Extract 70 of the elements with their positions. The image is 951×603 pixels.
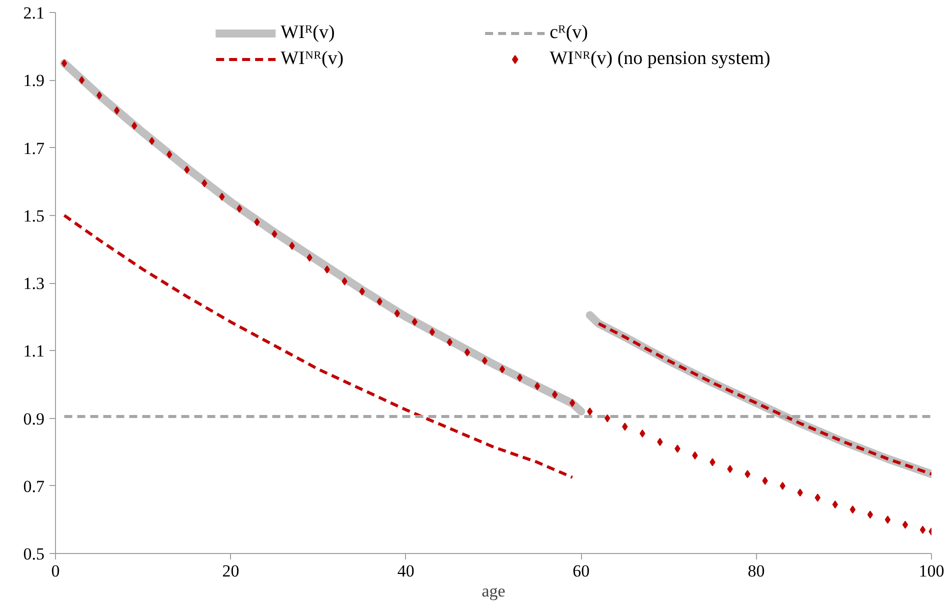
point	[61, 59, 68, 68]
point	[464, 348, 470, 356]
x-axis-title: age	[482, 582, 506, 600]
point	[184, 166, 190, 174]
point	[254, 218, 260, 226]
point	[202, 179, 208, 188]
point	[867, 510, 874, 519]
point	[166, 150, 172, 159]
y-tick-label: 1.9	[23, 71, 44, 90]
point	[78, 76, 85, 84]
y-tick-label: 2.1	[23, 4, 44, 22]
point	[727, 464, 733, 473]
point	[236, 204, 242, 213]
x-tick-label: 100	[918, 562, 944, 580]
point	[674, 444, 680, 453]
point	[797, 488, 803, 497]
point	[324, 265, 330, 274]
point	[902, 520, 908, 529]
x-tick-label: 0	[51, 562, 60, 580]
x-tick-label: 40	[397, 562, 414, 580]
y-tick-label: 1.3	[23, 274, 44, 293]
y-tick-label: 0.7	[23, 476, 45, 496]
point	[744, 470, 750, 478]
point	[359, 287, 365, 296]
point	[376, 298, 382, 306]
legend-label: WIᴺᴿ(v)	[280, 48, 345, 70]
point	[114, 106, 120, 115]
point	[814, 494, 820, 502]
point	[920, 526, 926, 534]
x-tick-label: 80	[748, 562, 765, 580]
point	[692, 451, 698, 460]
y-tick-label: 1.7	[23, 138, 45, 158]
point	[710, 458, 716, 466]
y-tick-label: 1.1	[23, 342, 44, 361]
legend-label: WIᴺᴿ(v) (no pension system)	[550, 48, 770, 70]
point	[780, 482, 786, 490]
legend-label: cᴿ(v)	[550, 22, 589, 44]
point	[884, 516, 891, 524]
point	[534, 382, 540, 390]
point	[429, 328, 436, 336]
point	[132, 122, 138, 130]
point	[412, 318, 418, 326]
point	[570, 399, 576, 408]
point	[604, 414, 610, 422]
y-tick-label: 0.5	[23, 544, 44, 564]
point	[306, 254, 312, 262]
point	[552, 390, 558, 399]
point	[640, 429, 646, 438]
point	[832, 500, 838, 508]
point	[762, 476, 768, 485]
point	[96, 91, 102, 100]
point	[272, 230, 278, 238]
point	[446, 338, 453, 346]
point	[499, 365, 506, 374]
point	[850, 506, 856, 514]
legend-label: WIᴿ(v)	[280, 22, 336, 44]
point	[657, 438, 663, 446]
x-tick-label: 60	[572, 562, 590, 580]
point	[587, 407, 593, 416]
point	[219, 192, 225, 201]
point	[289, 242, 295, 250]
point	[622, 422, 628, 431]
point	[149, 136, 155, 145]
x-tick-label: 20	[222, 562, 240, 580]
point	[394, 309, 400, 318]
y-tick-label: 0.9	[23, 409, 44, 428]
point	[482, 356, 488, 365]
point	[342, 277, 348, 286]
y-tick-label: 1.5	[23, 206, 44, 226]
point	[516, 374, 523, 382]
